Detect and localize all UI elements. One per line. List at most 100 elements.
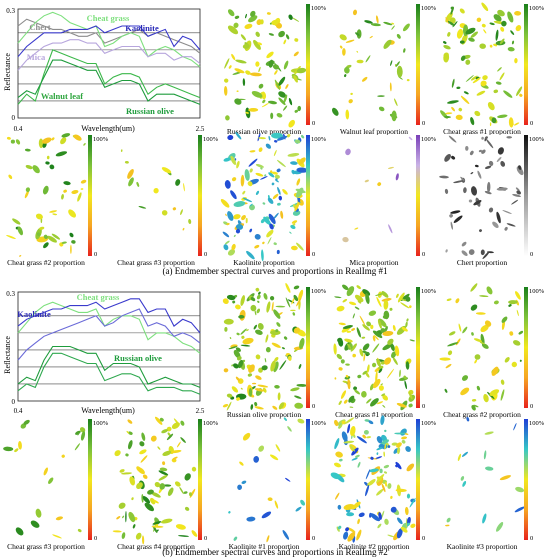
map-patch bbox=[263, 216, 271, 225]
colorbar-max-label: 100% bbox=[311, 288, 327, 295]
map-background bbox=[443, 419, 521, 540]
map-patch bbox=[61, 133, 71, 138]
colorbar-max-label: 100% bbox=[421, 5, 437, 12]
map-patch bbox=[347, 378, 351, 390]
map-patch bbox=[345, 39, 355, 43]
map-patch bbox=[282, 189, 288, 195]
map-patch bbox=[451, 155, 456, 160]
map-patch bbox=[487, 101, 495, 111]
map-patch bbox=[8, 174, 13, 180]
map-patch bbox=[258, 445, 265, 452]
map-patch bbox=[224, 180, 231, 189]
series-label: Russian olive bbox=[126, 106, 174, 116]
map-patch bbox=[446, 517, 451, 523]
map-patch bbox=[225, 115, 230, 121]
map-patch bbox=[363, 353, 366, 362]
map-patch bbox=[492, 221, 499, 228]
proportion-map: 100% 0 Walnut leaf proportion bbox=[331, 4, 437, 136]
map-background bbox=[335, 135, 413, 256]
map-patch bbox=[233, 214, 241, 220]
map-patch bbox=[258, 66, 261, 73]
map-patch bbox=[342, 236, 349, 243]
map-patch bbox=[52, 534, 62, 539]
colorbar bbox=[88, 419, 92, 540]
map-patch bbox=[245, 13, 247, 19]
map-patch bbox=[350, 343, 357, 352]
map-patch bbox=[233, 234, 236, 238]
map-label: Walnut leaf proportion bbox=[340, 127, 408, 136]
x-tick-label: 0.4 bbox=[14, 125, 23, 133]
map-patch bbox=[461, 250, 468, 256]
map-patch bbox=[449, 214, 453, 218]
map-patch bbox=[460, 95, 470, 105]
map-patch bbox=[257, 42, 262, 46]
map-patch bbox=[267, 236, 272, 245]
map-patch bbox=[184, 506, 190, 511]
map-patch bbox=[493, 43, 498, 47]
map-patch bbox=[294, 38, 299, 42]
colorbar-min-label: 0 bbox=[312, 403, 315, 410]
map-patch bbox=[359, 315, 366, 326]
map-patch bbox=[39, 226, 45, 230]
map-patch bbox=[271, 182, 275, 186]
y-axis-label: Reflectance bbox=[3, 336, 12, 374]
map-patch bbox=[403, 375, 407, 380]
map-patch bbox=[242, 78, 246, 86]
map-patch bbox=[514, 291, 521, 300]
map-patch bbox=[231, 53, 236, 61]
map-patch bbox=[359, 348, 364, 357]
map-patch bbox=[296, 167, 308, 173]
map-patch bbox=[340, 359, 345, 364]
map-patch bbox=[383, 21, 393, 26]
map-patch bbox=[515, 187, 520, 192]
map-patch bbox=[478, 149, 482, 153]
map-patch bbox=[240, 344, 251, 347]
map-patch bbox=[506, 136, 512, 139]
map-patch bbox=[483, 393, 489, 403]
map-patch bbox=[147, 489, 154, 495]
map-label: Cheat grass #3 proportion bbox=[7, 542, 85, 551]
map-patch bbox=[233, 22, 239, 28]
map-patch bbox=[388, 224, 393, 234]
map-patch bbox=[468, 37, 475, 42]
map-label: Kaolinite #3 proportion bbox=[447, 542, 518, 551]
map-patch bbox=[183, 183, 185, 192]
map-patch bbox=[267, 497, 273, 502]
map-patch bbox=[364, 20, 373, 24]
map-patch bbox=[341, 431, 348, 442]
map-patch bbox=[333, 343, 337, 355]
map-patch bbox=[288, 14, 293, 20]
map-patch bbox=[356, 285, 361, 290]
spectra-chart-a: Reflectance Wavelength(um) 0.3 0 0.4 2.5… bbox=[3, 7, 205, 133]
map-patch bbox=[285, 84, 289, 89]
map-patch bbox=[488, 160, 494, 166]
map-label: Kaolinite #2 proportion bbox=[339, 542, 410, 551]
proportion-map: 100% 0 Cheat grass #2 proportion bbox=[439, 283, 545, 419]
map-patch bbox=[277, 186, 281, 195]
map-patch bbox=[49, 210, 58, 213]
map-patch bbox=[292, 17, 300, 22]
map-patch bbox=[257, 322, 264, 330]
colorbar bbox=[416, 287, 420, 408]
map-patch bbox=[514, 58, 518, 64]
series-label: Walnut leaf bbox=[41, 91, 83, 101]
map-patch bbox=[338, 423, 343, 429]
map-patch bbox=[485, 466, 494, 471]
map-patch bbox=[515, 486, 525, 493]
map-patch bbox=[270, 360, 276, 372]
map-patch bbox=[161, 210, 168, 216]
map-patch bbox=[384, 481, 388, 487]
map-patch bbox=[241, 215, 246, 221]
map-patch bbox=[499, 475, 512, 481]
map-patch bbox=[266, 12, 271, 15]
map-patch bbox=[247, 373, 253, 377]
map-patch bbox=[374, 335, 379, 341]
map-patch bbox=[269, 223, 274, 230]
map-patch bbox=[128, 440, 133, 450]
map-patch bbox=[408, 403, 413, 408]
map-patch bbox=[46, 155, 50, 160]
map-patch bbox=[293, 75, 298, 83]
colorbar bbox=[524, 419, 528, 540]
map-patch bbox=[481, 149, 486, 154]
map-patch bbox=[482, 513, 487, 524]
